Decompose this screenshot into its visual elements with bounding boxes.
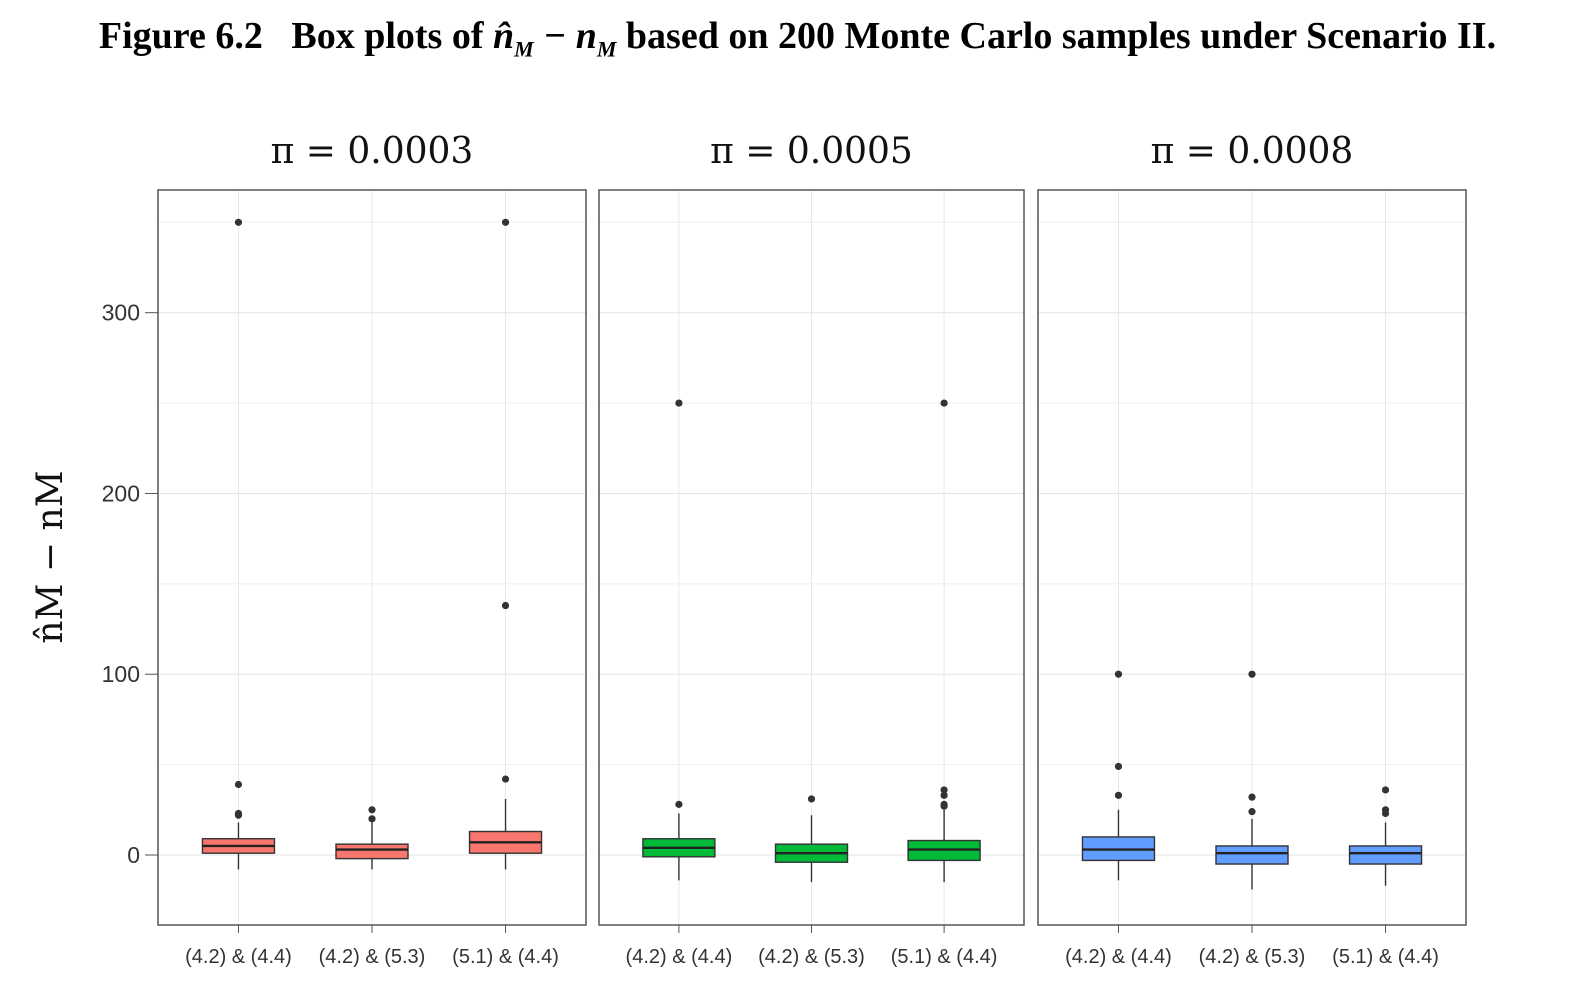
y-tick-label: 200 <box>102 480 140 506</box>
x-category-label: (5.1) & (4.4) <box>891 946 998 968</box>
y-tick-label: 300 <box>102 300 140 326</box>
panel-1: π = 0.0003 (4.2) & (4.4) (4.2) & (5.3) (5.1… <box>157 131 587 968</box>
figure-caption-prefix: Box plots of <box>291 15 484 57</box>
outlier-point <box>501 601 510 610</box>
figure-caption-formula: n̂M − nM <box>492 15 617 62</box>
y-tick-label: 0 <box>127 842 140 868</box>
figure-caption-suffix: based on 200 Monte Carlo samples under S… <box>625 15 1497 57</box>
outlier-point <box>1248 808 1256 816</box>
outlier-point <box>940 791 948 799</box>
panel-title: π = 0.0003 <box>271 131 474 172</box>
panel-3: π = 0.0008 (4.2) & (4.4) (4.2) & (5.3) (5.1… <box>1037 131 1467 968</box>
x-category-label: (4.2) & (4.4) <box>185 946 292 968</box>
outlier-point <box>1381 806 1390 814</box>
outlier-point <box>234 218 243 226</box>
x-category-label: (5.1) & (4.4) <box>452 946 559 968</box>
outlier-point <box>1114 762 1123 771</box>
outlier-point <box>807 795 816 803</box>
x-category-label: (4.2) & (5.3) <box>758 946 865 968</box>
panel-title: π = 0.0005 <box>710 131 913 172</box>
outlier-point <box>940 800 948 808</box>
outlier-point <box>368 806 376 814</box>
outlier-point <box>234 780 243 789</box>
x-category-label: (4.2) & (5.3) <box>319 946 426 968</box>
outlier-point <box>234 809 243 818</box>
x-category-label: (4.2) & (5.3) <box>1199 946 1306 968</box>
outlier-point <box>940 786 948 794</box>
outlier-point <box>1381 786 1390 794</box>
outlier-point <box>675 399 683 407</box>
figure-label: Figure 6.2 <box>98 15 263 57</box>
outlier-point <box>1114 791 1123 799</box>
outlier-point <box>1248 793 1256 801</box>
x-category-label: (4.2) & (4.4) <box>626 946 733 968</box>
outlier-point <box>675 800 683 808</box>
outlier-point <box>940 399 948 407</box>
outlier-point <box>1248 670 1256 678</box>
outlier-point <box>501 218 510 226</box>
panel-title: π = 0.0008 <box>1151 131 1354 172</box>
outlier-point <box>1114 670 1123 678</box>
y-tick-label: 100 <box>102 661 140 687</box>
panel-2: π = 0.0005 (4.2) & (4.4) (4.2) & (5.3) (5.1… <box>598 131 1025 968</box>
box-iqr <box>1348 845 1423 865</box>
y-axis-label: n̂M − nM <box>30 470 71 643</box>
outlier-point <box>368 815 376 823</box>
x-category-label: (4.2) & (4.4) <box>1065 946 1172 968</box>
box-iqr <box>335 843 409 860</box>
x-category-label: (5.1) & (4.4) <box>1332 946 1439 968</box>
outlier-point <box>501 775 510 783</box>
figure-caption: Figure 6.2 Box plots of n̂M − nM based o… <box>0 14 1595 63</box>
box-iqr <box>1215 845 1289 865</box>
